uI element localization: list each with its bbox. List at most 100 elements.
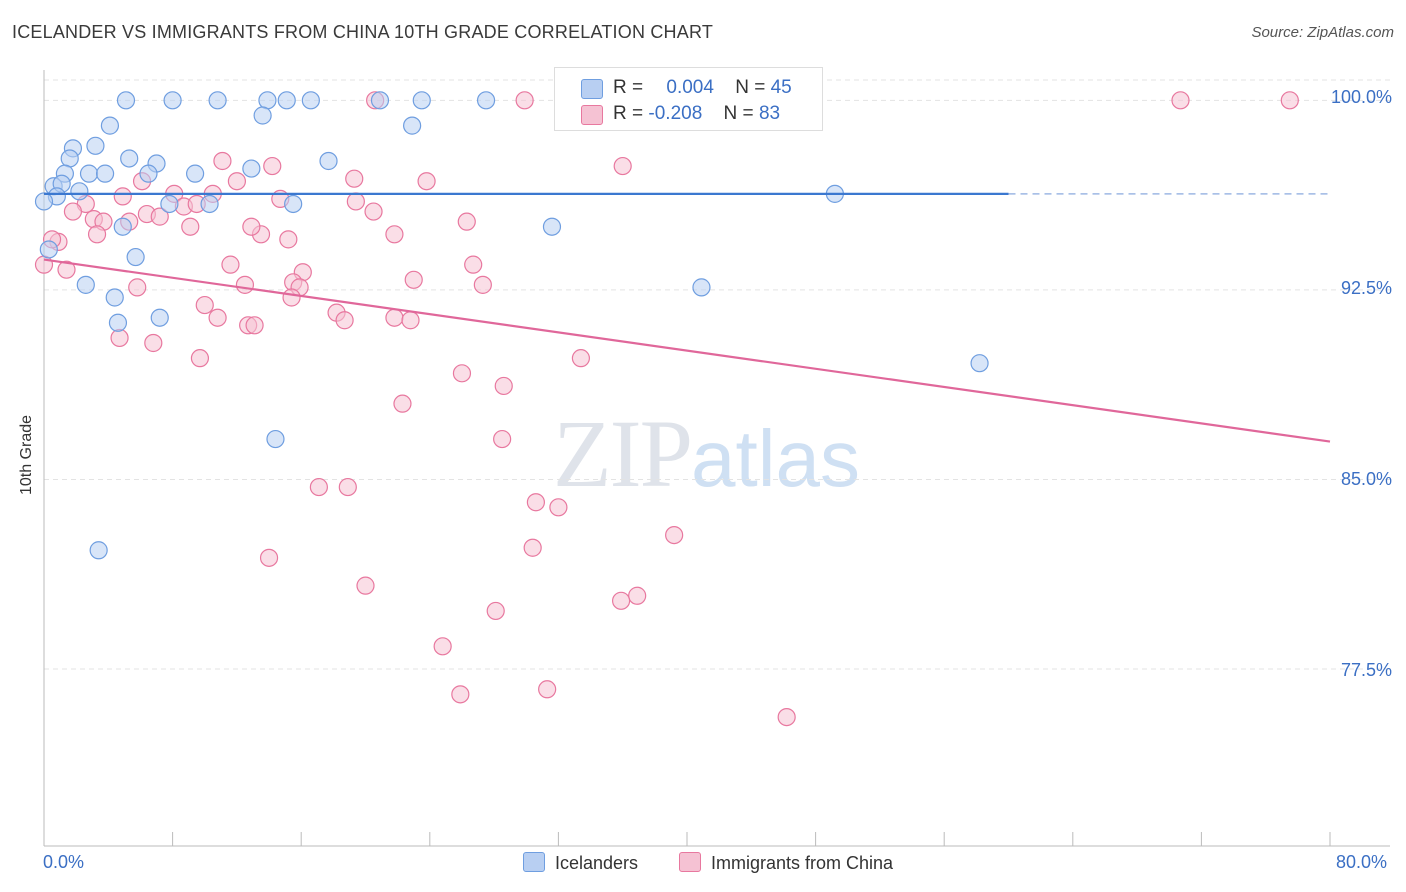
- x-tick-label-max: 80.0%: [1336, 852, 1388, 872]
- icelander-point: [284, 194, 303, 214]
- icelander-point: [76, 275, 95, 294]
- icelander-point: [208, 91, 227, 110]
- china-point: [195, 295, 214, 315]
- icelander-point: [34, 192, 54, 211]
- china-point: [259, 548, 279, 567]
- icelander-point: [105, 288, 124, 307]
- blue-swatch-icon: [581, 79, 603, 99]
- china-point: [385, 308, 404, 327]
- china-point: [1171, 91, 1190, 110]
- china-point: [457, 212, 476, 231]
- china-point: [235, 275, 255, 294]
- icelander-point: [200, 194, 219, 214]
- icelander-point: [113, 217, 132, 236]
- china-point: [404, 270, 423, 289]
- china-point: [473, 275, 492, 294]
- china-point: [464, 255, 483, 274]
- legend-n-label: N =: [723, 103, 754, 124]
- icelander-point: [95, 164, 115, 183]
- pink-swatch-icon: [679, 852, 701, 872]
- icelander-point: [186, 164, 205, 183]
- icelander-point: [100, 116, 120, 135]
- china-point: [87, 225, 107, 244]
- china-point: [486, 601, 505, 621]
- icelander-point: [39, 240, 58, 259]
- china-point: [345, 169, 364, 188]
- china-point: [181, 217, 200, 236]
- icelander-point: [970, 354, 989, 373]
- china-point: [279, 230, 298, 249]
- icelander-point: [412, 91, 431, 110]
- icelander-point: [476, 91, 496, 110]
- icelander-point: [277, 91, 296, 110]
- legend-n-value: 83: [758, 103, 781, 124]
- watermark: ZIPatlas: [553, 398, 860, 509]
- legend-label: Icelanders: [555, 853, 639, 873]
- blue-swatch-icon: [523, 852, 545, 872]
- china-point: [338, 477, 357, 497]
- china-point: [242, 217, 261, 236]
- china-point: [57, 260, 76, 279]
- china-point: [190, 349, 210, 368]
- legend-r-label: R =: [613, 77, 644, 98]
- china-point: [150, 207, 169, 226]
- icelander-point: [89, 541, 108, 560]
- legend-r-label: R =: [613, 103, 644, 124]
- icelander-point: [403, 116, 422, 135]
- x-tick-label-min: 0.0%: [43, 852, 85, 872]
- china-point: [346, 192, 365, 211]
- y-tick-label: 92.5%: [1340, 278, 1392, 298]
- legend-label: Immigrants from China: [711, 853, 894, 873]
- watermark-atlas: atlas: [691, 414, 860, 503]
- icelander-point: [60, 149, 79, 168]
- icelander-point: [692, 278, 711, 297]
- icelander-point: [120, 149, 139, 168]
- chart-title: ICELANDER VS IMMIGRANTS FROM CHINA 10TH …: [12, 22, 714, 42]
- china-point: [356, 576, 375, 595]
- china-point: [515, 91, 534, 110]
- icelander-point: [70, 182, 89, 201]
- china-point: [263, 156, 282, 176]
- legend-r-value: -0.208: [648, 103, 703, 124]
- china-point: [335, 311, 354, 330]
- icelander-point: [542, 217, 562, 236]
- source-label: Source: ZipAtlas.com: [1251, 24, 1394, 41]
- china-point: [63, 202, 83, 221]
- china-point: [208, 308, 227, 327]
- china-point: [364, 202, 383, 221]
- icelander-point: [253, 106, 272, 125]
- china-point: [451, 685, 470, 704]
- icelander-point: [160, 194, 179, 214]
- china-point: [213, 151, 232, 171]
- icelander-point: [150, 308, 169, 327]
- stats-legend: R = 0.004 N = 45 R = -0.208 N = 83: [554, 67, 823, 131]
- china-point: [538, 680, 557, 699]
- china-point: [417, 172, 436, 191]
- icelander-point: [116, 91, 136, 110]
- china-point: [401, 311, 420, 330]
- china-point: [628, 586, 647, 605]
- legend-n-label: N =: [735, 77, 766, 98]
- china-point: [385, 225, 404, 244]
- icelander-point: [79, 164, 99, 183]
- icelander-point: [242, 159, 261, 178]
- icelander-point: [139, 164, 158, 183]
- china-point: [665, 525, 684, 545]
- china-point: [227, 172, 246, 191]
- icelander-point: [301, 91, 320, 110]
- watermark-zip: ZIP: [553, 400, 693, 507]
- legend-r-value: 0.004: [666, 77, 714, 98]
- bottom-legend-icelanders: Icelanders: [523, 852, 638, 874]
- china-point: [613, 156, 632, 176]
- icelander-point: [319, 151, 338, 171]
- china-point: [777, 707, 796, 727]
- y-tick-label: 77.5%: [1340, 660, 1392, 680]
- china-point: [494, 376, 513, 396]
- china-point: [493, 429, 512, 449]
- china-trend-line: [43, 258, 1331, 443]
- y-tick-label: 100.0%: [1330, 87, 1392, 107]
- china-point: [245, 316, 264, 335]
- icelander-point: [86, 136, 105, 155]
- icelander-point: [266, 429, 285, 449]
